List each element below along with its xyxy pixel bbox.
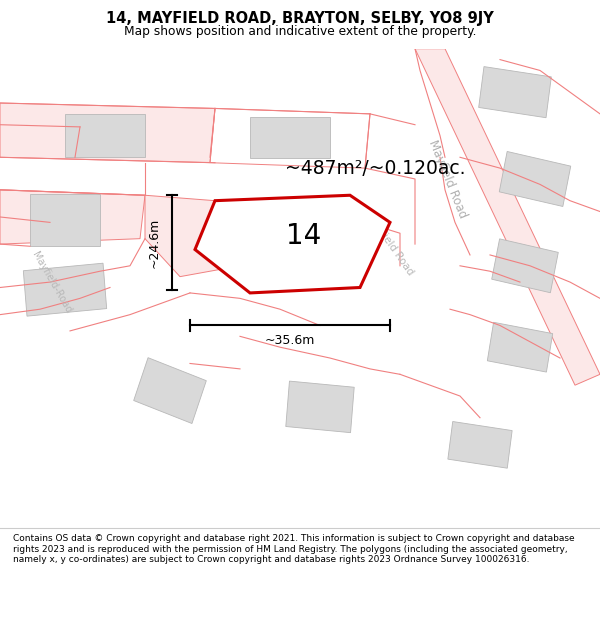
Polygon shape [30, 194, 100, 246]
Text: Mayfield-Road: Mayfield-Road [31, 249, 74, 314]
Text: ~35.6m: ~35.6m [265, 334, 315, 347]
Text: Map shows position and indicative extent of the property.: Map shows position and indicative extent… [124, 25, 476, 38]
Polygon shape [415, 49, 600, 385]
Polygon shape [145, 195, 240, 277]
Text: ~487m²/~0.120ac.: ~487m²/~0.120ac. [285, 159, 466, 177]
Polygon shape [250, 117, 330, 158]
Polygon shape [487, 322, 553, 372]
Polygon shape [286, 381, 354, 432]
Text: ~24.6m: ~24.6m [148, 217, 161, 268]
Text: Mayfield Road: Mayfield Road [365, 211, 415, 277]
Polygon shape [65, 114, 145, 158]
Polygon shape [479, 67, 551, 118]
Polygon shape [134, 357, 206, 424]
Polygon shape [492, 239, 558, 292]
Polygon shape [448, 421, 512, 468]
Text: Mayfield Road: Mayfield Road [427, 138, 470, 220]
Polygon shape [23, 263, 107, 316]
Polygon shape [0, 190, 145, 244]
Polygon shape [0, 103, 215, 162]
Polygon shape [499, 151, 571, 206]
Text: Contains OS data © Crown copyright and database right 2021. This information is : Contains OS data © Crown copyright and d… [13, 534, 575, 564]
Polygon shape [195, 195, 390, 293]
Text: 14: 14 [286, 222, 321, 250]
Text: 14, MAYFIELD ROAD, BRAYTON, SELBY, YO8 9JY: 14, MAYFIELD ROAD, BRAYTON, SELBY, YO8 9… [106, 11, 494, 26]
